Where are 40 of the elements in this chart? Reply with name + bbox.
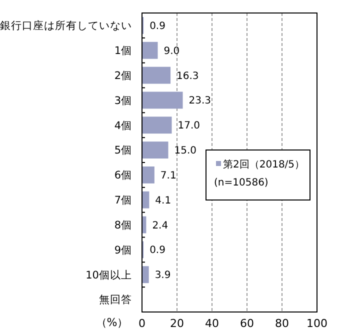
y-tick-label: 7個 — [114, 194, 132, 207]
y-tick-label: 6個 — [114, 170, 132, 182]
y-tick-label: 3個 — [114, 94, 132, 107]
y-tick-label: 9個 — [114, 244, 132, 256]
x-tick-label: 40 — [205, 317, 219, 330]
y-tick-label: 10個以上 — [86, 268, 132, 282]
y-tick-label: 2個 — [114, 70, 132, 82]
data-label: 0.9 — [150, 20, 166, 32]
x-tick-label: 20 — [170, 317, 184, 330]
data-label: 16.3 — [176, 70, 199, 82]
y-tick-label: 1個 — [114, 45, 132, 58]
data-label: 0.9 — [150, 245, 166, 256]
data-label: 17.0 — [178, 120, 200, 132]
bar — [142, 166, 154, 184]
bar — [142, 66, 171, 84]
data-label: 4.1 — [155, 195, 172, 206]
x-tick-label: 80 — [275, 317, 289, 330]
bar — [142, 266, 149, 284]
bar — [142, 116, 172, 134]
data-label: 15.0 — [174, 146, 197, 157]
bar — [142, 142, 168, 159]
x-tick-label: 0 — [138, 317, 146, 330]
y-tick-label: 5個 — [114, 144, 132, 157]
bar — [142, 92, 183, 109]
bar — [142, 42, 158, 59]
data-label: 23.3 — [188, 96, 212, 107]
data-label: 7.1 — [160, 170, 176, 182]
x-tick-label: 60 — [240, 317, 254, 330]
data-label: 2.4 — [152, 220, 168, 232]
y-tick-label: 4個 — [114, 120, 132, 132]
data-label: 9.0 — [164, 46, 180, 57]
annotation: (n=10586) — [214, 178, 268, 188]
x-tick-label: 100 — [306, 317, 328, 330]
data-label: 3.9 — [154, 270, 171, 282]
legend-label: 第2回（2018/5） — [223, 158, 305, 170]
y-tick-label: 8個 — [114, 219, 132, 232]
y-tick-label: 無回答 — [99, 294, 132, 306]
y-tick-label: 銀行口座は所有していない — [0, 19, 132, 32]
bar — [142, 191, 150, 208]
x-axis-title: （%） — [96, 316, 128, 329]
